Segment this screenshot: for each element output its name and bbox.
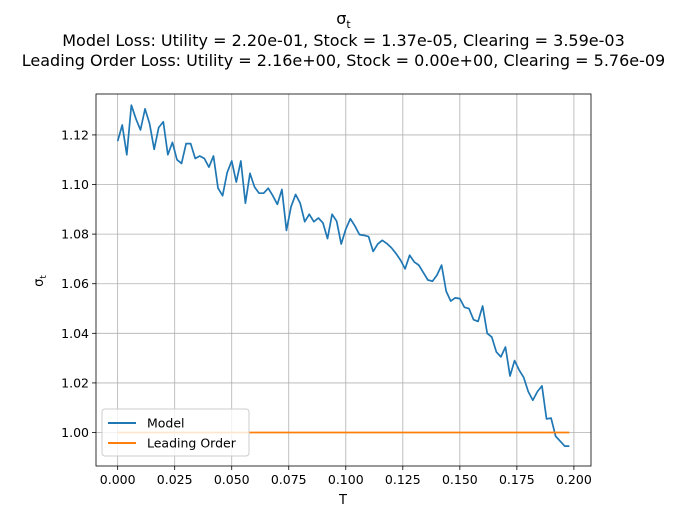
x-tick-label: 0.075 xyxy=(271,472,307,487)
y-axis-ticks: 1.00 1.02 1.04 1.06 1.08 1.10 1.12 xyxy=(61,127,96,440)
y-tick-label: 1.04 xyxy=(61,326,89,341)
x-tick-label: 0.025 xyxy=(157,472,193,487)
x-tick-label: 0.150 xyxy=(442,472,478,487)
chart-title: σt Model Loss: Utility = 2.20e-01, Stock… xyxy=(22,9,665,70)
y-tick-label: 1.06 xyxy=(61,276,89,291)
y-tick-label: 1.00 xyxy=(61,425,89,440)
x-tick-label: 0.200 xyxy=(556,472,592,487)
x-axis-ticks: 0.000 0.025 0.050 0.075 0.100 0.125 0.150 0.175… xyxy=(100,466,592,487)
x-axis-label: T xyxy=(338,493,347,508)
title-sigma: σt xyxy=(336,9,351,31)
y-tick-label: 1.02 xyxy=(61,375,89,390)
x-tick-label: 0.050 xyxy=(214,472,250,487)
y-axis-label-subscript: t xyxy=(39,275,49,279)
title-subscript: t xyxy=(346,18,351,31)
y-tick-label: 1.08 xyxy=(61,227,89,242)
x-tick-label: 0.000 xyxy=(100,472,136,487)
legend-label-model: Model xyxy=(147,416,185,431)
legend-box xyxy=(101,408,250,457)
series-layer xyxy=(116,104,570,448)
legend: Model Leading Order xyxy=(101,408,250,457)
subtitle-model-loss: Model Loss: Utility = 2.20e-01, Stock = … xyxy=(62,31,625,50)
subtitle-leading-order-loss: Leading Order Loss: Utility = 2.16e+00, … xyxy=(22,51,665,70)
y-axis-label-symbol: σ xyxy=(32,279,47,287)
x-tick-label: 0.100 xyxy=(328,472,364,487)
x-tick-label: 0.175 xyxy=(499,472,535,487)
y-tick-label: 1.12 xyxy=(61,127,89,142)
plot-area-frame xyxy=(95,93,592,467)
y-axis-label: σt xyxy=(32,275,49,287)
legend-label-leading-order: Leading Order xyxy=(147,436,237,451)
series-line-model xyxy=(116,104,570,448)
y-tick-label: 1.10 xyxy=(61,177,89,192)
x-tick-label: 0.125 xyxy=(385,472,421,487)
title-symbol: σ xyxy=(336,9,346,28)
